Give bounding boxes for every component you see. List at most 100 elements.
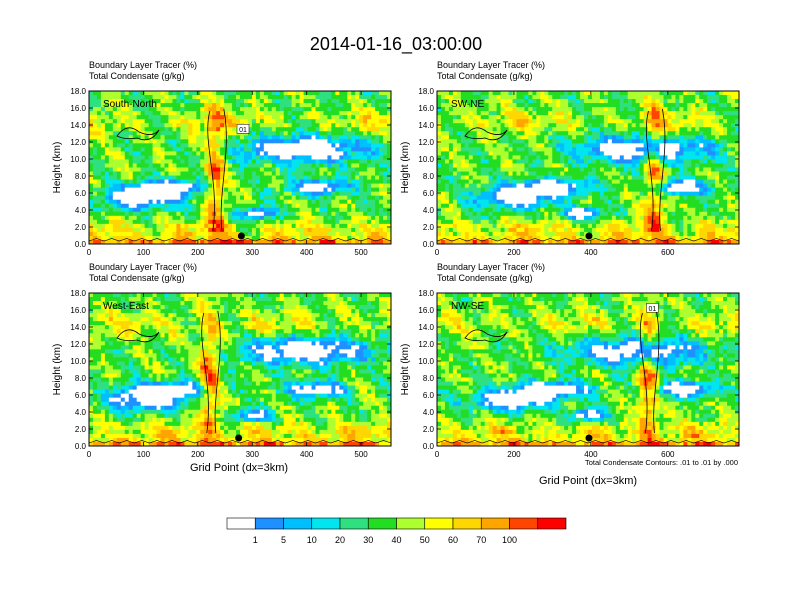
field-cell xyxy=(240,139,245,144)
field-cell xyxy=(719,119,724,124)
field-cell xyxy=(584,91,589,96)
field-cell xyxy=(568,103,573,108)
field-cell xyxy=(299,223,304,229)
field-cell xyxy=(671,175,676,180)
field-cell xyxy=(323,163,328,168)
field-cell xyxy=(295,235,300,241)
field-cell xyxy=(524,167,529,172)
field-cell xyxy=(319,231,324,237)
field-cell xyxy=(540,135,545,140)
field-cell xyxy=(180,163,185,168)
field-cell xyxy=(116,91,122,96)
field-cell xyxy=(516,187,521,193)
field-cell xyxy=(351,139,356,144)
field-cell xyxy=(687,191,692,197)
field-cell xyxy=(476,191,482,197)
field-cell xyxy=(299,199,304,205)
field-cell xyxy=(643,131,648,136)
field-cell xyxy=(387,211,392,217)
field-cell xyxy=(172,195,177,201)
field-cell xyxy=(140,123,146,128)
field-cell xyxy=(240,115,245,120)
field-cell xyxy=(331,187,336,193)
field-cell xyxy=(184,99,189,104)
field-cell xyxy=(148,239,153,245)
field-cell xyxy=(331,179,336,185)
field-cell xyxy=(480,123,486,128)
field-cell xyxy=(319,171,324,176)
field-cell xyxy=(544,103,549,108)
field-cell xyxy=(303,131,308,136)
y-tick-label: 0.0 xyxy=(75,240,87,249)
field-cell xyxy=(379,143,384,148)
field-cell xyxy=(140,163,146,168)
field-cell xyxy=(564,159,569,164)
field-cell xyxy=(456,103,462,108)
field-cell xyxy=(108,119,114,124)
field-cell xyxy=(379,179,384,185)
field-cell xyxy=(363,203,368,209)
field-cell xyxy=(379,159,384,164)
field-cell xyxy=(731,95,736,100)
field-cell xyxy=(359,179,364,185)
field-cell xyxy=(500,127,505,132)
field-cell xyxy=(472,99,478,104)
field-cell xyxy=(351,215,356,221)
field-cell xyxy=(512,99,517,104)
field-cell xyxy=(504,103,509,108)
field-cell xyxy=(339,195,344,201)
field-cell xyxy=(255,147,261,152)
field-cell xyxy=(564,147,569,152)
field-cell xyxy=(108,195,114,201)
field-cell xyxy=(124,195,130,201)
field-cell xyxy=(339,167,344,172)
field-cell xyxy=(204,127,209,132)
field-cell xyxy=(311,223,316,229)
field-cell xyxy=(128,203,134,209)
field-cell xyxy=(204,179,209,185)
field-cell xyxy=(599,155,605,160)
field-cell xyxy=(172,207,177,213)
field-cell xyxy=(152,115,157,120)
field-cell xyxy=(112,111,118,116)
field-cell xyxy=(548,179,553,185)
field-cell xyxy=(375,159,380,164)
field-cell xyxy=(196,95,201,100)
field-cell xyxy=(703,191,708,197)
field-cell xyxy=(480,143,486,148)
field-cell xyxy=(355,115,360,120)
field-cell xyxy=(92,163,98,168)
field-cell xyxy=(512,175,517,180)
field-cell xyxy=(271,235,277,241)
field-cell xyxy=(448,99,454,104)
field-cell xyxy=(204,151,209,156)
field-cell xyxy=(287,151,293,156)
field-cell xyxy=(299,239,304,245)
field-cell xyxy=(192,227,197,233)
field-cell xyxy=(580,139,585,144)
field-cell xyxy=(576,171,581,176)
field-cell xyxy=(271,191,277,197)
field-cell xyxy=(307,123,312,128)
field-cell xyxy=(355,103,360,108)
field-cell xyxy=(667,147,672,152)
field-cell xyxy=(176,95,181,100)
field-cell xyxy=(695,95,700,100)
field-cell xyxy=(639,135,645,140)
field-cell xyxy=(108,151,114,156)
field-cell xyxy=(315,115,320,120)
field-cell xyxy=(128,215,134,221)
field-cell xyxy=(228,147,233,152)
field-cell xyxy=(444,175,450,180)
field-cell xyxy=(128,143,134,148)
field-cell xyxy=(528,119,533,124)
field-cell xyxy=(611,95,617,100)
field-cell xyxy=(508,187,513,193)
field-cell xyxy=(488,123,494,128)
field-cell xyxy=(331,107,336,112)
field-cell xyxy=(323,135,328,140)
field-cell xyxy=(591,151,597,156)
field-cell xyxy=(96,163,102,168)
field-cell xyxy=(204,103,209,108)
field-cell xyxy=(735,119,740,124)
